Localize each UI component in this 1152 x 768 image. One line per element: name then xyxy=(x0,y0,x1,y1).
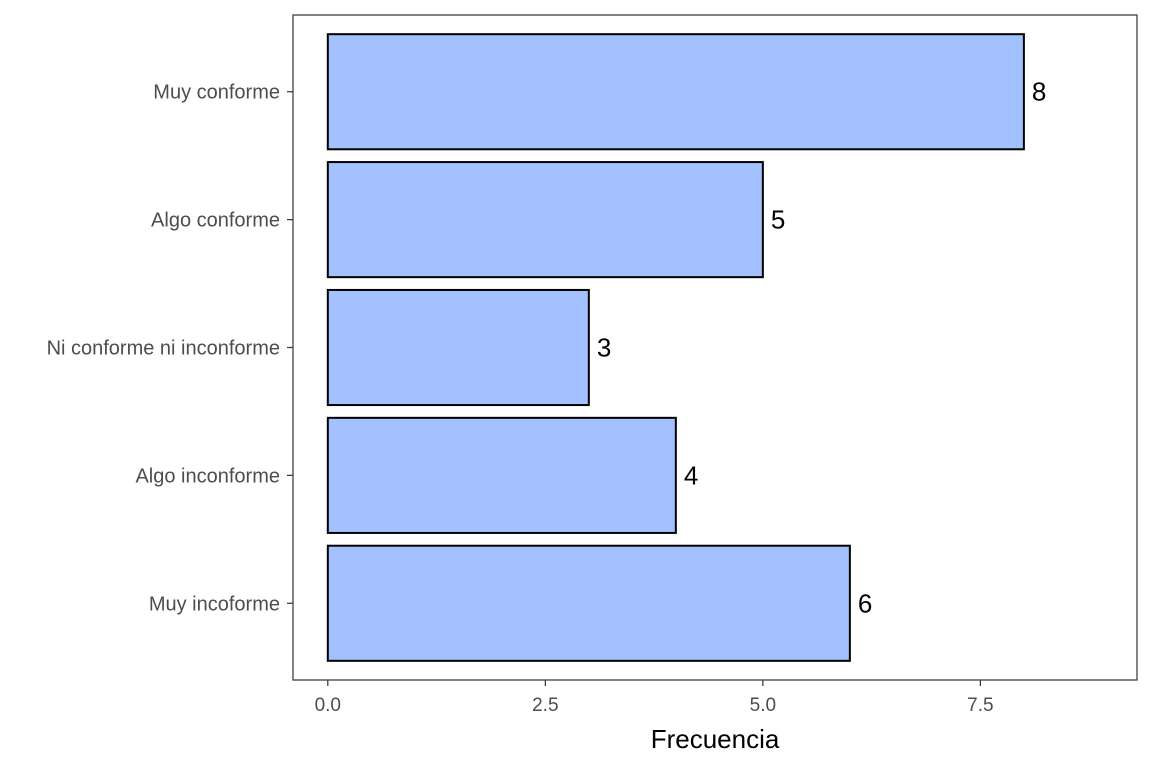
value-labels-layer: 8 5 3 4 6 xyxy=(597,77,1047,619)
bar xyxy=(326,288,590,407)
y-tick-label: Ni conforme ni inconforme xyxy=(47,338,280,360)
x-tick-label: 7.5 xyxy=(967,695,993,716)
value-label: 8 xyxy=(1032,77,1046,107)
x-tick-label: 0.0 xyxy=(315,695,341,716)
x-axis-title: Frecuencia xyxy=(651,724,780,754)
bar xyxy=(326,544,851,662)
bar xyxy=(326,416,677,534)
bar xyxy=(326,33,1025,151)
bars-layer xyxy=(326,33,1025,662)
y-tick-label: Muy conforme xyxy=(153,82,280,104)
value-label: 6 xyxy=(858,588,872,618)
x-tick-label: 5.0 xyxy=(750,695,776,716)
y-tick-label: Algo conforme xyxy=(151,210,280,232)
y-axis: Muy conforme Algo conforme Ni conforme ni … xyxy=(47,82,293,615)
y-tick-label: Muy incoforme xyxy=(149,593,280,615)
x-axis: 0.0 2.5 5.0 7.5 xyxy=(315,680,994,716)
value-label: 4 xyxy=(684,460,698,490)
value-label: 3 xyxy=(597,333,611,363)
x-tick-label: 2.5 xyxy=(532,695,558,716)
bar xyxy=(326,161,764,279)
value-label: 5 xyxy=(771,205,785,235)
y-tick-label: Algo inconforme xyxy=(135,465,280,487)
